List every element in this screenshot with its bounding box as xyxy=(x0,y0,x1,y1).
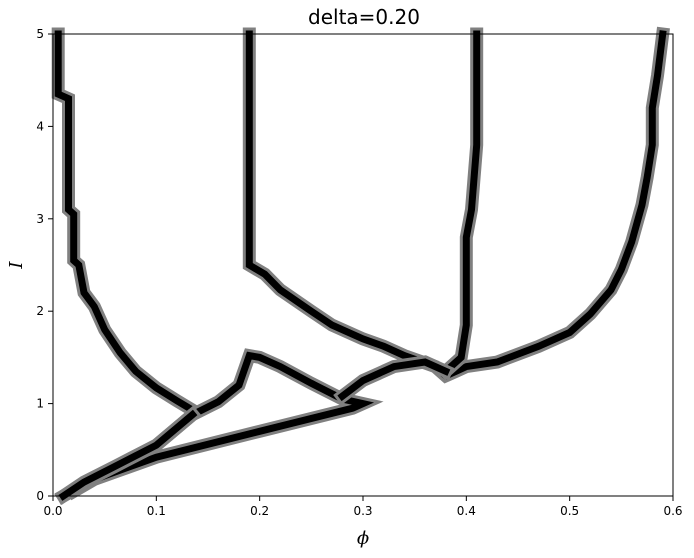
series-3-line xyxy=(440,30,481,377)
x-tick-label: 0.2 xyxy=(250,504,269,518)
plot-area xyxy=(51,26,674,506)
chart-title: delta=0.20 xyxy=(308,5,420,29)
y-tick-label: 4 xyxy=(36,119,44,133)
x-tick-label: 0.5 xyxy=(560,504,579,518)
series-6-line xyxy=(337,358,451,402)
series-2-line xyxy=(245,30,667,381)
plot-background xyxy=(53,34,673,496)
x-tick-label: 0.0 xyxy=(43,504,62,518)
y-tick-label: 2 xyxy=(36,304,44,318)
x-tick-label: 0.3 xyxy=(353,504,372,518)
y-tick-label: 0 xyxy=(36,489,44,503)
x-tick-label: 0.6 xyxy=(663,504,682,518)
y-axis-label: I xyxy=(6,261,27,270)
y-tick-label: 5 xyxy=(36,27,44,41)
x-axis-label: ϕ xyxy=(357,528,369,549)
y-tick-label: 3 xyxy=(36,212,44,226)
x-axis-ticks: 0.0 0.1 0.2 0.3 0.4 0.5 0.6 xyxy=(43,496,683,518)
series-1-line xyxy=(54,30,198,415)
y-tick-label: 1 xyxy=(36,397,44,411)
x-tick-label: 0.4 xyxy=(457,504,476,518)
series-layer xyxy=(51,26,670,506)
series-5-line xyxy=(58,409,198,501)
y-axis-ticks: 0 1 2 3 4 5 xyxy=(36,27,53,503)
x-tick-label: 0.1 xyxy=(147,504,166,518)
